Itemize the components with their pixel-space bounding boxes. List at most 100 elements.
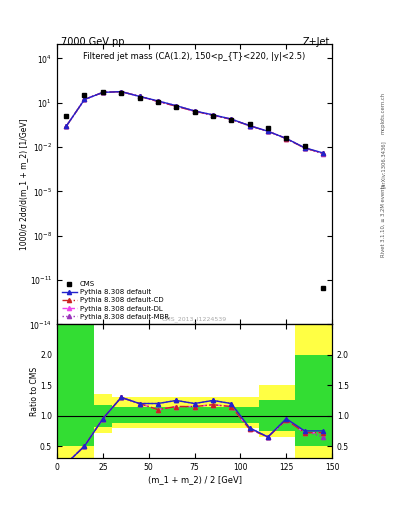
Pythia 8.308 default-MBR xyxy=(119,89,123,95)
Pythia 8.308 default xyxy=(64,123,68,130)
Pythia 8.308 default-MBR xyxy=(247,122,252,129)
Bar xyxy=(57,325,75,446)
Pythia 8.308 default xyxy=(284,135,288,141)
Pythia 8.308 default-MBR xyxy=(192,108,197,114)
Line: Pythia 8.308 default-MBR: Pythia 8.308 default-MBR xyxy=(64,90,325,156)
Pythia 8.308 default-CD xyxy=(247,123,252,129)
Pythia 8.308 default-CD xyxy=(101,89,105,95)
CMS xyxy=(156,99,160,105)
Pythia 8.308 default-CD xyxy=(156,98,160,104)
Pythia 8.308 default-DL xyxy=(321,150,325,156)
Line: Pythia 8.308 default: Pythia 8.308 default xyxy=(64,90,325,155)
CMS xyxy=(119,90,123,96)
Pythia 8.308 default xyxy=(119,89,123,95)
Bar xyxy=(94,394,112,433)
Y-axis label: 1000/σ 2dσ/d(m_1 + m_2) [1/GeV]: 1000/σ 2dσ/d(m_1 + m_2) [1/GeV] xyxy=(19,118,28,250)
Pythia 8.308 default-CD xyxy=(64,123,68,130)
Text: CMS_2013_I1224539: CMS_2013_I1224539 xyxy=(162,316,227,322)
CMS xyxy=(137,95,142,101)
Pythia 8.308 default-DL xyxy=(156,98,160,104)
Legend: CMS, Pythia 8.308 default, Pythia 8.308 default-CD, Pythia 8.308 default-DL, Pyt: CMS, Pythia 8.308 default, Pythia 8.308 … xyxy=(61,280,171,321)
Pythia 8.308 default xyxy=(156,98,160,104)
CMS xyxy=(266,125,270,132)
Pythia 8.308 default-CD xyxy=(302,145,307,151)
Bar xyxy=(259,385,296,437)
Pythia 8.308 default-CD xyxy=(321,150,325,156)
Pythia 8.308 default-MBR xyxy=(156,98,160,104)
Pythia 8.308 default-CD xyxy=(137,93,142,99)
Pythia 8.308 default-CD xyxy=(229,116,233,122)
Bar xyxy=(75,294,94,458)
Pythia 8.308 default xyxy=(229,116,233,122)
Pythia 8.308 default-MBR xyxy=(82,96,87,102)
CMS xyxy=(101,89,105,95)
Pythia 8.308 default-DL xyxy=(302,145,307,151)
Text: Rivet 3.1.10, ≥ 3.2M events: Rivet 3.1.10, ≥ 3.2M events xyxy=(381,183,386,257)
CMS xyxy=(174,104,178,110)
Pythia 8.308 default-MBR xyxy=(302,144,307,151)
CMS xyxy=(284,135,288,141)
Pythia 8.308 default-DL xyxy=(247,123,252,129)
Pythia 8.308 default-DL xyxy=(211,112,215,118)
CMS xyxy=(192,109,197,115)
Pythia 8.308 default-CD xyxy=(119,89,123,95)
Pythia 8.308 default-CD xyxy=(284,136,288,142)
Pythia 8.308 default xyxy=(321,150,325,156)
Pythia 8.308 default-MBR xyxy=(284,135,288,141)
Bar xyxy=(259,400,296,431)
X-axis label: (m_1 + m_2) / 2 [GeV]: (m_1 + m_2) / 2 [GeV] xyxy=(147,475,242,484)
Pythia 8.308 default xyxy=(192,108,197,114)
Pythia 8.308 default-MBR xyxy=(266,128,270,134)
CMS xyxy=(211,113,215,119)
Pythia 8.308 default-DL xyxy=(266,128,270,134)
Pythia 8.308 default-DL xyxy=(284,136,288,142)
Pythia 8.308 default-MBR xyxy=(321,151,325,157)
Pythia 8.308 default-DL xyxy=(101,89,105,95)
Pythia 8.308 default xyxy=(137,93,142,99)
Pythia 8.308 default-CD xyxy=(174,103,178,109)
Pythia 8.308 default-MBR xyxy=(64,123,68,130)
Pythia 8.308 default xyxy=(82,96,87,102)
Pythia 8.308 default xyxy=(247,122,252,129)
Pythia 8.308 default-DL xyxy=(192,108,197,114)
Pythia 8.308 default-DL xyxy=(82,96,87,102)
Text: mcplots.cern.ch: mcplots.cern.ch xyxy=(381,92,386,134)
Y-axis label: Ratio to CMS: Ratio to CMS xyxy=(29,367,39,416)
Pythia 8.308 default xyxy=(266,128,270,134)
Pythia 8.308 default-MBR xyxy=(211,112,215,118)
Pythia 8.308 default xyxy=(101,89,105,95)
Pythia 8.308 default-DL xyxy=(64,123,68,130)
CMS xyxy=(82,92,87,98)
Pythia 8.308 default xyxy=(211,112,215,118)
Bar xyxy=(112,407,259,423)
Pythia 8.308 default-MBR xyxy=(101,89,105,95)
Pythia 8.308 default-DL xyxy=(119,89,123,95)
Pythia 8.308 default xyxy=(174,102,178,109)
Bar xyxy=(57,294,75,458)
Bar xyxy=(94,404,112,426)
Bar xyxy=(296,294,332,458)
Text: 7000 GeV pp: 7000 GeV pp xyxy=(61,37,125,47)
Pythia 8.308 default-DL xyxy=(137,93,142,99)
Bar xyxy=(296,355,332,446)
Pythia 8.308 default-CD xyxy=(82,96,87,102)
Pythia 8.308 default-MBR xyxy=(229,116,233,122)
Line: CMS: CMS xyxy=(64,90,307,148)
CMS xyxy=(229,117,233,123)
Text: [arXiv:1306.3436]: [arXiv:1306.3436] xyxy=(381,140,386,188)
CMS xyxy=(247,121,252,127)
Pythia 8.308 default-CD xyxy=(211,112,215,118)
Line: Pythia 8.308 default-DL: Pythia 8.308 default-DL xyxy=(64,90,325,155)
Pythia 8.308 default xyxy=(302,144,307,151)
CMS xyxy=(302,143,307,149)
Pythia 8.308 default-MBR xyxy=(174,102,178,109)
CMS xyxy=(64,113,68,119)
Text: Filtered jet mass (CA(1.2), 150<p_{T}<220, |y|<2.5): Filtered jet mass (CA(1.2), 150<p_{T}<22… xyxy=(83,52,306,61)
Pythia 8.308 default-DL xyxy=(174,103,178,109)
Line: Pythia 8.308 default-CD: Pythia 8.308 default-CD xyxy=(64,90,325,155)
Bar xyxy=(75,325,94,446)
Pythia 8.308 default-CD xyxy=(192,108,197,114)
Text: Z+Jet: Z+Jet xyxy=(303,37,330,47)
Pythia 8.308 default-MBR xyxy=(137,93,142,99)
Bar xyxy=(112,397,259,428)
